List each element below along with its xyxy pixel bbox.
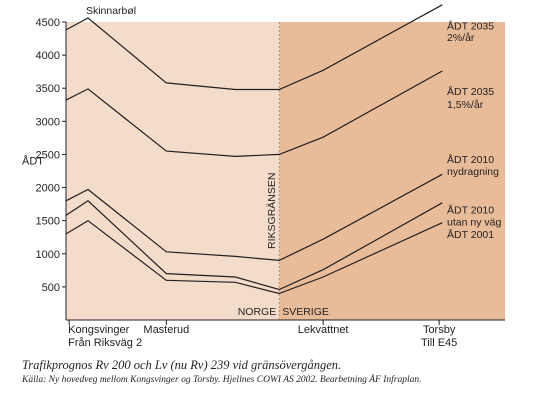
- x-tick-label: Kongsvinger: [68, 324, 129, 336]
- series-label: 2%/år: [447, 32, 475, 44]
- figure-caption: Trafikprognos Rv 200 och Lv (nu Rv) 239 …: [22, 358, 342, 372]
- series-line: [66, 70, 443, 158]
- chart-series: [66, 4, 443, 295]
- y-tick-label: 2000: [36, 183, 60, 195]
- y-tick-label: 4500: [36, 17, 60, 29]
- y-tick-label: 1500: [36, 216, 60, 228]
- series-line: [66, 4, 443, 91]
- series-label: ÅDT 2001: [447, 228, 494, 241]
- norway-region: [66, 22, 280, 320]
- top-annotation: Skinnarbøl: [86, 5, 136, 17]
- x-tick-sublabel: Till E45: [421, 337, 457, 349]
- series-label: ÅDT 2010: [447, 203, 494, 216]
- chart-axes: 500 1000 1500 2000 2500 3000 3500 4000 4500 ÅDT Ko…: [22, 17, 505, 349]
- x-tick-sublabel: Från Riksväg 2: [68, 337, 142, 349]
- series-label: ÅDT 2010: [447, 153, 494, 166]
- series-label: nydragning: [447, 166, 499, 178]
- series-line: [66, 173, 443, 262]
- y-tick-label: 2500: [36, 149, 60, 161]
- x-tick-label: Torsby: [423, 324, 456, 336]
- chart-background: [66, 22, 505, 320]
- y-axis-label: ÅDT: [22, 154, 44, 167]
- border-label: RIKSGRÄNSEN: [266, 173, 278, 249]
- x-tick-label: Lekvattnet: [298, 324, 349, 336]
- sweden-region: [279, 22, 505, 320]
- series-line: [66, 200, 443, 291]
- y-tick-label: 3000: [36, 116, 60, 128]
- series-label: ÅDT 2035: [447, 85, 494, 98]
- figure-source: Källa: Ny hovedveg mellom Kongsvinger og…: [22, 375, 422, 385]
- series-label: 1,5%/år: [447, 99, 484, 111]
- y-tick-label: 3500: [36, 83, 60, 95]
- y-tick-label: 4000: [36, 50, 60, 62]
- norway-label: NORGE: [238, 306, 277, 318]
- series-label: ÅDT 2035: [447, 19, 494, 32]
- series-label: utan ny väg: [447, 216, 501, 228]
- sweden-label: SVERIGE: [282, 306, 329, 318]
- series-line: [66, 219, 443, 295]
- x-tick-label: Masterud: [143, 324, 189, 336]
- y-tick-label: 1000: [36, 249, 60, 261]
- y-tick-label: 500: [42, 282, 60, 294]
